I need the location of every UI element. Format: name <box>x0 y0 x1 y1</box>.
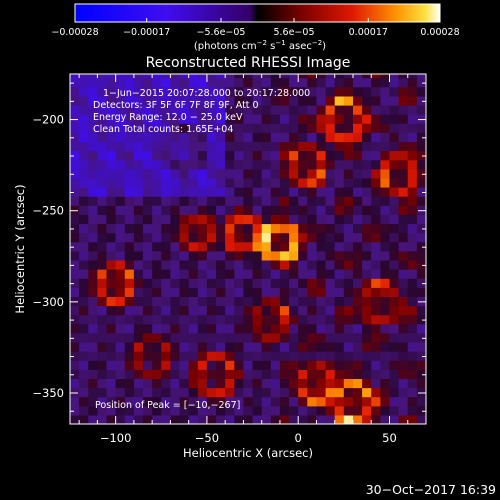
x-axis-label: Heliocentric X (arcsec) <box>183 446 313 460</box>
y-tick-label: −250 <box>32 204 64 218</box>
y-tick-label: −300 <box>32 295 64 309</box>
colorbar-tick-label: −5.6e−05 <box>197 27 246 38</box>
colorbar-unit-label: (photons cm−2 s−1 asec−2) <box>194 39 326 52</box>
colorbar <box>74 3 441 23</box>
x-tick-label: −100 <box>100 431 132 445</box>
colorbar-tick-label: 5.6e−05 <box>273 27 314 38</box>
time-range-text: 1−Jun−2015 20:07:28.000 to 20:17:28.000 <box>103 88 310 99</box>
colorbar-ticks: −0.00028 −0.00017 −5.6e−05 5.6e−05 0.00017 0.… <box>51 18 460 38</box>
chart-title: Reconstructed RHESSI Image <box>146 55 351 71</box>
plot-frame <box>69 73 427 425</box>
colorbar-tick-label: −0.00017 <box>123 27 170 38</box>
detectors-text: Detectors: 3F 5F 6F 7F 8F 9F, Att 0 <box>93 100 259 111</box>
y-tick-label: −350 <box>32 386 64 400</box>
colorbar-tick-label: 0.00017 <box>349 27 388 38</box>
colorbar-tick-label: 0.00028 <box>420 27 459 38</box>
heatmap-image <box>70 74 426 424</box>
colorbar-tick-label: −0.00028 <box>51 27 98 38</box>
axis-ticks: −100 −50 0 50 −200 −250 −300 −350 <box>32 74 426 445</box>
footer-timestamp: 30−Oct−2017 16:39 <box>366 482 496 497</box>
y-tick-label: −200 <box>32 113 64 127</box>
x-tick-label: 50 <box>382 431 397 445</box>
peak-position-text: Position of Peak = [−10,−267] <box>95 400 240 411</box>
y-axis-label: Heliocentric Y (arcsec) <box>13 184 27 313</box>
x-tick-label: 0 <box>295 431 302 445</box>
clean-counts-text: Clean Total counts: 1.65E+04 <box>93 124 233 135</box>
x-tick-label: −50 <box>195 431 219 445</box>
energy-range-text: Energy Range: 12.0 − 25.0 keV <box>93 112 243 123</box>
